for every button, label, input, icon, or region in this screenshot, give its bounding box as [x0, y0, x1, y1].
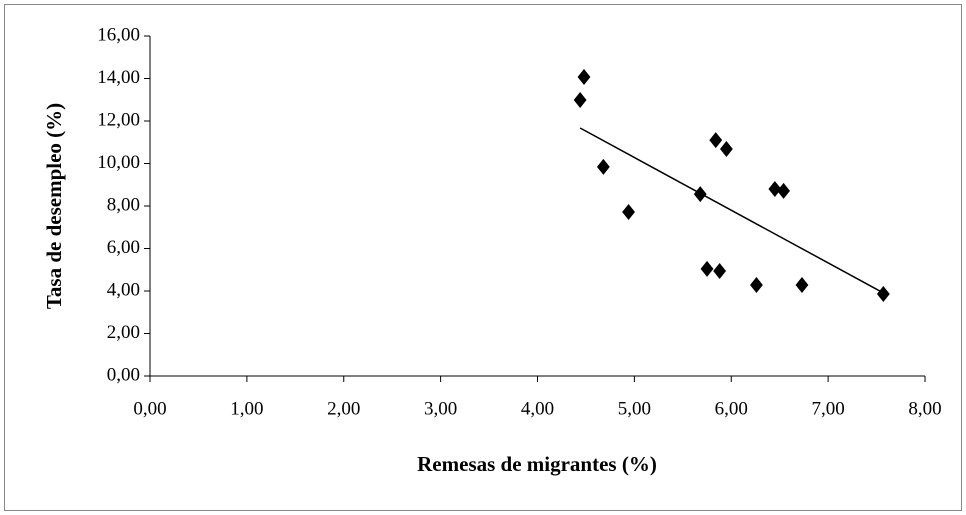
- data-point: [713, 263, 727, 280]
- y-tick-label: 10,00: [97, 152, 140, 173]
- x-tick-label: 3,00: [424, 398, 457, 419]
- y-tick-label: 2,00: [107, 322, 140, 343]
- data-point: [596, 158, 610, 175]
- data-point: [750, 277, 763, 294]
- x-tick-label: 8,00: [908, 398, 941, 419]
- data-point: [876, 285, 890, 302]
- data-point: [709, 132, 723, 149]
- y-tick-label: 16,00: [97, 24, 140, 45]
- data-point: [577, 69, 591, 86]
- x-tick-label: 4,00: [521, 398, 554, 419]
- y-tick-label: 4,00: [107, 279, 140, 300]
- data-point: [795, 277, 809, 294]
- y-tick-label: 14,00: [97, 67, 140, 88]
- y-axis-title: Tasa de desempleo (%): [42, 103, 66, 309]
- x-tick-label: 6,00: [715, 398, 748, 419]
- x-tick-label: 2,00: [327, 398, 360, 419]
- data-point: [693, 186, 707, 203]
- data-point: [768, 181, 782, 197]
- data-point: [622, 203, 635, 220]
- y-tick-label: 0,00: [107, 364, 140, 385]
- data-point: [700, 260, 714, 277]
- x-tick-label: 7,00: [812, 398, 845, 419]
- data-point: [573, 91, 587, 108]
- data-point: [777, 182, 790, 199]
- trendline: [579, 127, 884, 294]
- data-point: [720, 141, 733, 158]
- x-tick-label: 1,00: [230, 398, 263, 419]
- y-tick-label: 8,00: [107, 194, 140, 215]
- x-tick-label: 0,00: [133, 398, 166, 419]
- x-axis-title: Remesas de migrantes (%): [417, 452, 657, 476]
- y-tick-label: 6,00: [107, 237, 140, 258]
- x-tick-label: 5,00: [618, 398, 651, 419]
- chart-frame: [4, 4, 962, 511]
- y-tick-label: 12,00: [97, 109, 140, 130]
